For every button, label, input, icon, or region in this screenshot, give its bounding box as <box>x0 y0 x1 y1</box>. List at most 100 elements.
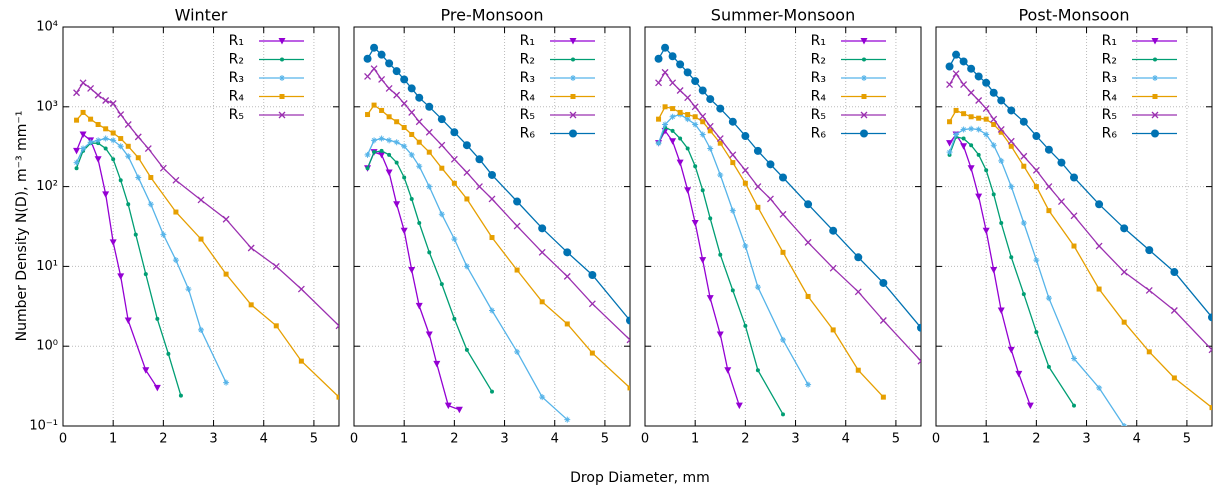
marker <box>1070 212 1078 220</box>
marker <box>438 141 446 149</box>
marker <box>538 248 546 256</box>
plot-frame <box>644 26 922 427</box>
marker <box>365 166 370 171</box>
marker <box>880 394 886 400</box>
marker <box>960 81 968 89</box>
x-tick-label: 1 <box>400 432 408 447</box>
series-line <box>657 129 740 406</box>
marker <box>223 271 229 277</box>
marker <box>984 168 989 173</box>
marker <box>370 65 378 73</box>
legend-marker <box>279 94 285 99</box>
marker <box>1032 166 1040 174</box>
marker <box>716 104 725 113</box>
marker <box>147 201 154 208</box>
x-tick-label: 3 <box>791 432 799 447</box>
marker <box>426 149 432 155</box>
marker <box>976 115 982 121</box>
x-tick-label: 4 <box>551 432 559 447</box>
marker <box>700 119 706 125</box>
marker <box>976 152 981 157</box>
legend-label: R₄ <box>811 89 827 105</box>
marker <box>1171 375 1177 381</box>
marker <box>742 243 749 250</box>
marker <box>385 59 394 68</box>
marker <box>1170 307 1178 314</box>
marker <box>997 96 1006 105</box>
marker <box>1096 286 1102 292</box>
marker <box>79 79 87 87</box>
marker <box>717 171 724 178</box>
marker <box>1033 257 1040 264</box>
marker <box>394 119 400 125</box>
x-tick-label: 2 <box>741 432 749 447</box>
marker <box>990 115 998 123</box>
marker <box>1009 255 1014 260</box>
x-tick-label: 5 <box>310 432 318 447</box>
marker <box>378 76 386 83</box>
marker <box>917 357 921 365</box>
marker <box>968 125 975 132</box>
marker <box>427 250 432 255</box>
marker <box>1046 364 1051 369</box>
marker <box>451 236 458 243</box>
marker <box>185 286 192 293</box>
marker <box>805 381 812 388</box>
marker <box>729 151 737 159</box>
plot-area <box>654 43 921 417</box>
marker <box>953 107 959 113</box>
legend-marker <box>571 57 575 62</box>
marker <box>669 138 677 145</box>
legend-marker <box>1153 57 1157 62</box>
marker <box>378 135 385 142</box>
marker <box>1146 349 1152 355</box>
marker <box>917 323 921 332</box>
marker <box>394 160 399 165</box>
marker <box>563 272 571 280</box>
series-line <box>75 133 158 389</box>
marker <box>464 347 469 352</box>
legend-marker <box>279 75 285 81</box>
marker <box>692 121 699 128</box>
legend-marker <box>860 111 868 119</box>
marker <box>990 142 997 149</box>
marker <box>144 145 152 152</box>
marker <box>401 143 408 150</box>
legend-label: R₅ <box>229 107 244 123</box>
legend-label: R₂ <box>811 52 826 68</box>
marker <box>741 166 749 174</box>
marker <box>698 86 707 95</box>
series-line <box>366 151 460 411</box>
marker <box>589 350 595 356</box>
panel-title: Winter <box>175 6 228 25</box>
marker <box>716 331 724 339</box>
legend-label: R₆ <box>811 126 827 142</box>
marker <box>409 196 414 201</box>
marker <box>989 88 998 97</box>
series-line <box>948 136 1075 406</box>
marker <box>707 128 713 134</box>
y-tick-label: 10³ <box>36 99 58 114</box>
marker <box>983 116 989 122</box>
x-tick-label: 0 <box>59 432 67 447</box>
legend-label: R₁ <box>520 33 535 49</box>
marker <box>1045 295 1052 302</box>
x-tick-label: 1 <box>982 432 990 447</box>
marker <box>425 128 433 136</box>
marker <box>741 132 750 141</box>
series-line <box>75 142 182 396</box>
marker <box>742 180 748 186</box>
marker <box>87 84 95 92</box>
marker <box>488 170 496 179</box>
legend-label: R₂ <box>520 52 535 68</box>
marker <box>392 67 401 76</box>
marker <box>969 143 974 148</box>
marker <box>829 264 837 272</box>
marker <box>779 173 787 182</box>
marker <box>997 126 1005 133</box>
marker <box>247 244 255 252</box>
marker <box>661 43 670 52</box>
marker <box>377 50 386 59</box>
marker <box>676 87 684 94</box>
